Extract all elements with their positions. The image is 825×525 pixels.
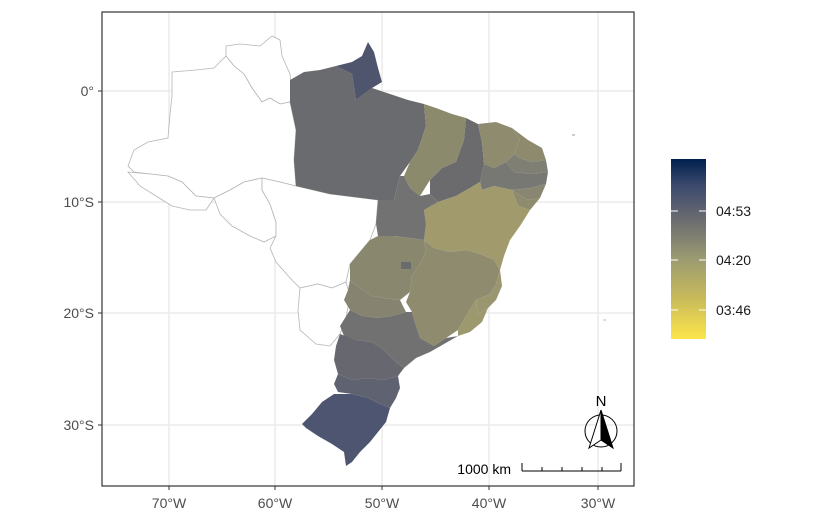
legend-label: 04:20 <box>716 252 751 268</box>
region-distrito-federal <box>401 262 411 269</box>
region-paraiba <box>506 154 548 174</box>
legend-ticks <box>671 210 706 311</box>
region-santa-catarina <box>334 374 400 408</box>
scale-bar-label: 1000 km <box>457 461 511 477</box>
y-axis-labels: 0° 10°S 20°S 30°S <box>63 83 94 433</box>
x-tick-label: 40°W <box>472 495 507 511</box>
y-tick-label: 30°S <box>63 417 94 433</box>
region-para <box>290 66 426 200</box>
scale-bar-ticks <box>521 463 622 471</box>
region-rio-de-janeiro <box>458 300 488 336</box>
states-colored <box>290 42 606 466</box>
region-oceanic-island-2 <box>603 319 606 321</box>
region-minas-gerais <box>406 240 500 346</box>
x-tick-label: 70°W <box>152 495 187 511</box>
legend-colorbar <box>671 159 706 339</box>
region-bahia <box>424 182 530 270</box>
color-legend: 04:53 04:20 03:46 <box>671 159 751 339</box>
north-arrow: N <box>584 393 618 450</box>
map-panel: N 1000 km <box>101 11 635 487</box>
region-parana <box>334 334 404 380</box>
panel-border <box>101 11 635 487</box>
region-oceanic-island-1 <box>572 134 575 136</box>
y-tick-label: 0° <box>81 83 94 99</box>
region-sao-paulo <box>340 310 458 368</box>
north-arrow-right-half <box>600 409 614 450</box>
x-tick-label: 30°W <box>581 495 616 511</box>
y-tick-label: 10°S <box>63 194 94 210</box>
region-goias <box>350 236 426 300</box>
north-arrow-label: N <box>596 393 607 410</box>
region-maranhao <box>404 104 466 196</box>
legend-label: 04:53 <box>716 203 751 219</box>
region-mato-grosso-do-sul <box>344 280 406 318</box>
region-rio-grande-do-sul <box>302 394 390 466</box>
region-ceara <box>478 122 520 168</box>
x-tick-label: 60°W <box>258 495 293 511</box>
region-alagoas <box>512 184 546 200</box>
y-tick-label: 20°S <box>63 305 94 321</box>
axis-ticks <box>98 90 599 490</box>
scale-bar: 1000 km <box>457 461 622 477</box>
region-espirito-santo <box>476 270 502 314</box>
legend-label: 03:46 <box>716 302 751 318</box>
region-amapa <box>336 42 382 100</box>
x-axis-labels: 70°W 60°W 50°W 40°W 30°W <box>152 495 616 511</box>
region-tocantins <box>376 176 438 240</box>
region-sergipe <box>512 190 540 210</box>
x-tick-label: 50°W <box>365 495 400 511</box>
region-piaui <box>430 118 484 202</box>
region-pernambuco <box>480 162 548 190</box>
region-acre <box>127 171 215 211</box>
region-rio-grande-do-norte <box>512 128 546 162</box>
